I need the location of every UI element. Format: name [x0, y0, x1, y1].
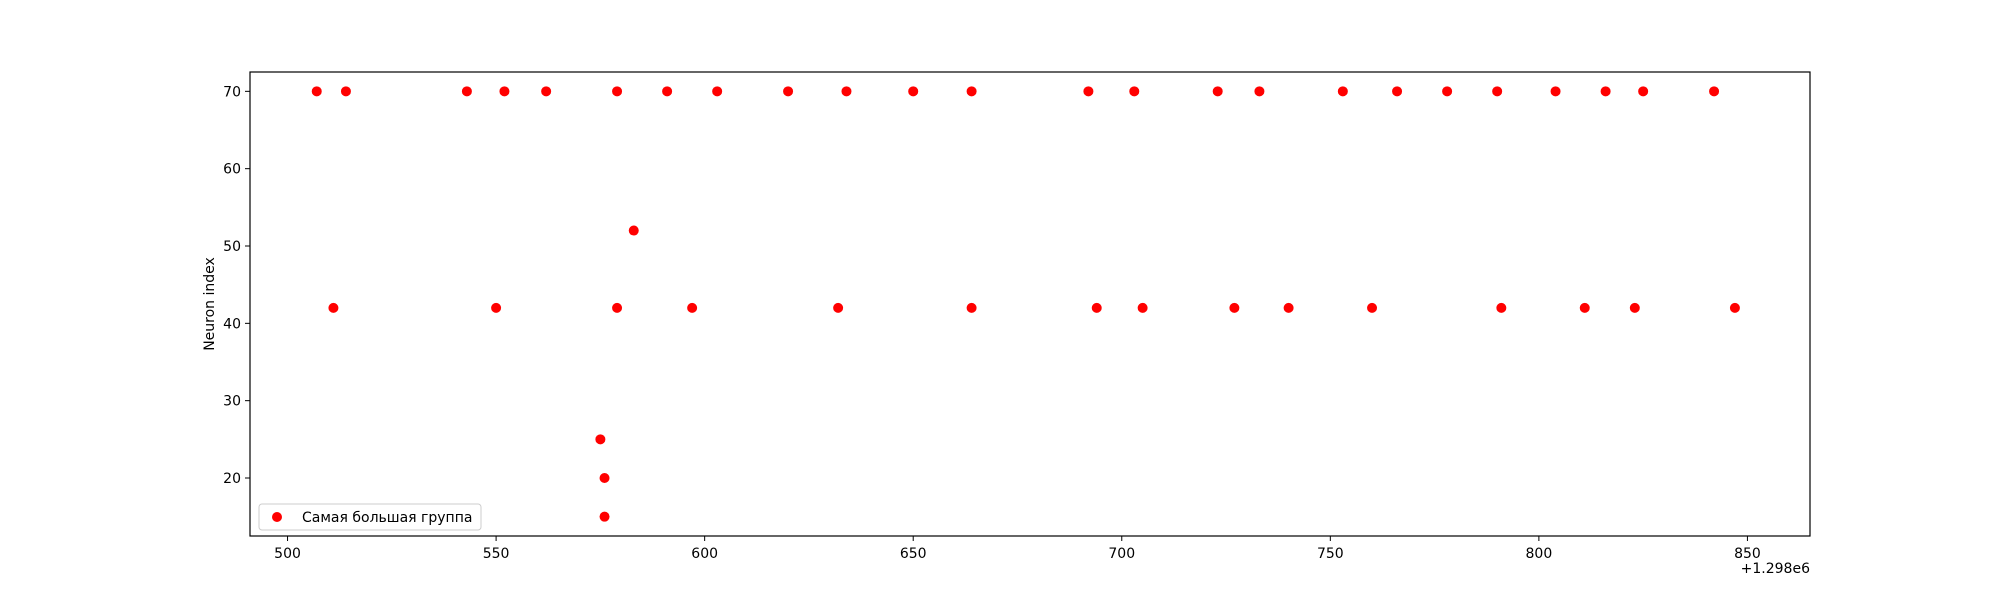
scatter-point [712, 86, 723, 97]
y-tick-label: 30 [223, 394, 241, 410]
scatter-point [1638, 86, 1649, 97]
scatter-point [1600, 86, 1611, 97]
scatter-point [612, 302, 623, 313]
scatter-point [541, 86, 552, 97]
scatter-point [461, 86, 472, 97]
x-tick-label: 700 [1108, 546, 1135, 562]
y-axis: 20 30 40 50 60 70 [223, 84, 250, 487]
scatter-point [1367, 302, 1378, 313]
x-tick-label: 850 [1734, 546, 1761, 562]
scatter-point [1709, 86, 1720, 97]
scatter-point [841, 86, 852, 97]
scatter-point [1392, 86, 1403, 97]
x-tick-label: 600 [691, 546, 718, 562]
scatter-point [1137, 302, 1148, 313]
x-tick-label: 650 [900, 546, 927, 562]
x-offset-label: +1.298e6 [1741, 561, 1810, 577]
x-tick-label: 500 [274, 546, 301, 562]
scatter-point [783, 86, 794, 97]
scatter-point [595, 434, 606, 445]
scatter-point [662, 86, 673, 97]
x-tick-label: 550 [483, 546, 510, 562]
scatter-point [340, 86, 351, 97]
data-points [311, 86, 1740, 522]
scatter-point [628, 225, 639, 236]
scatter-point [1629, 302, 1640, 313]
y-tick-label: 70 [223, 84, 241, 100]
scatter-point [499, 86, 510, 97]
scatter-point [599, 511, 610, 522]
scatter-point [908, 86, 919, 97]
y-tick-label: 20 [223, 471, 241, 487]
legend-label: Самая большая группа [302, 510, 472, 526]
x-tick-label: 750 [1317, 546, 1344, 562]
scatter-point [1083, 86, 1094, 97]
scatter-point [1091, 302, 1102, 313]
scatter-point [612, 86, 623, 97]
scatter-point [311, 86, 322, 97]
y-axis-label: Neuron index [202, 257, 218, 351]
scatter-point [1337, 86, 1348, 97]
scatter-point [1496, 302, 1507, 313]
y-tick-label: 50 [223, 239, 241, 255]
scatter-point [1254, 86, 1265, 97]
x-tick-label: 800 [1526, 546, 1553, 562]
scatter-point [1212, 86, 1223, 97]
plot-frame [249, 71, 1811, 537]
scatter-point [1492, 86, 1503, 97]
y-tick-label: 40 [223, 316, 241, 332]
scatter-point [1283, 302, 1294, 313]
legend-box [258, 503, 482, 531]
scatter-point [966, 86, 977, 97]
scatter-point [1550, 86, 1561, 97]
scatter-point [966, 302, 977, 313]
scatter-point [833, 302, 844, 313]
legend-marker [272, 512, 282, 522]
scatter-point [491, 302, 502, 313]
scatter-point [1229, 302, 1240, 313]
scatter-point [1729, 302, 1740, 313]
x-axis: 500 550 600 650 700 750 800 850 [274, 536, 1761, 562]
scatter-point [1129, 86, 1140, 97]
legend: Самая большая группа [258, 503, 482, 531]
scatter-point [687, 302, 698, 313]
scatter-point [1579, 302, 1590, 313]
scatter-point [1442, 86, 1453, 97]
scatter-point [328, 302, 339, 313]
y-tick-label: 60 [223, 162, 241, 178]
scatter-point [599, 473, 610, 483]
